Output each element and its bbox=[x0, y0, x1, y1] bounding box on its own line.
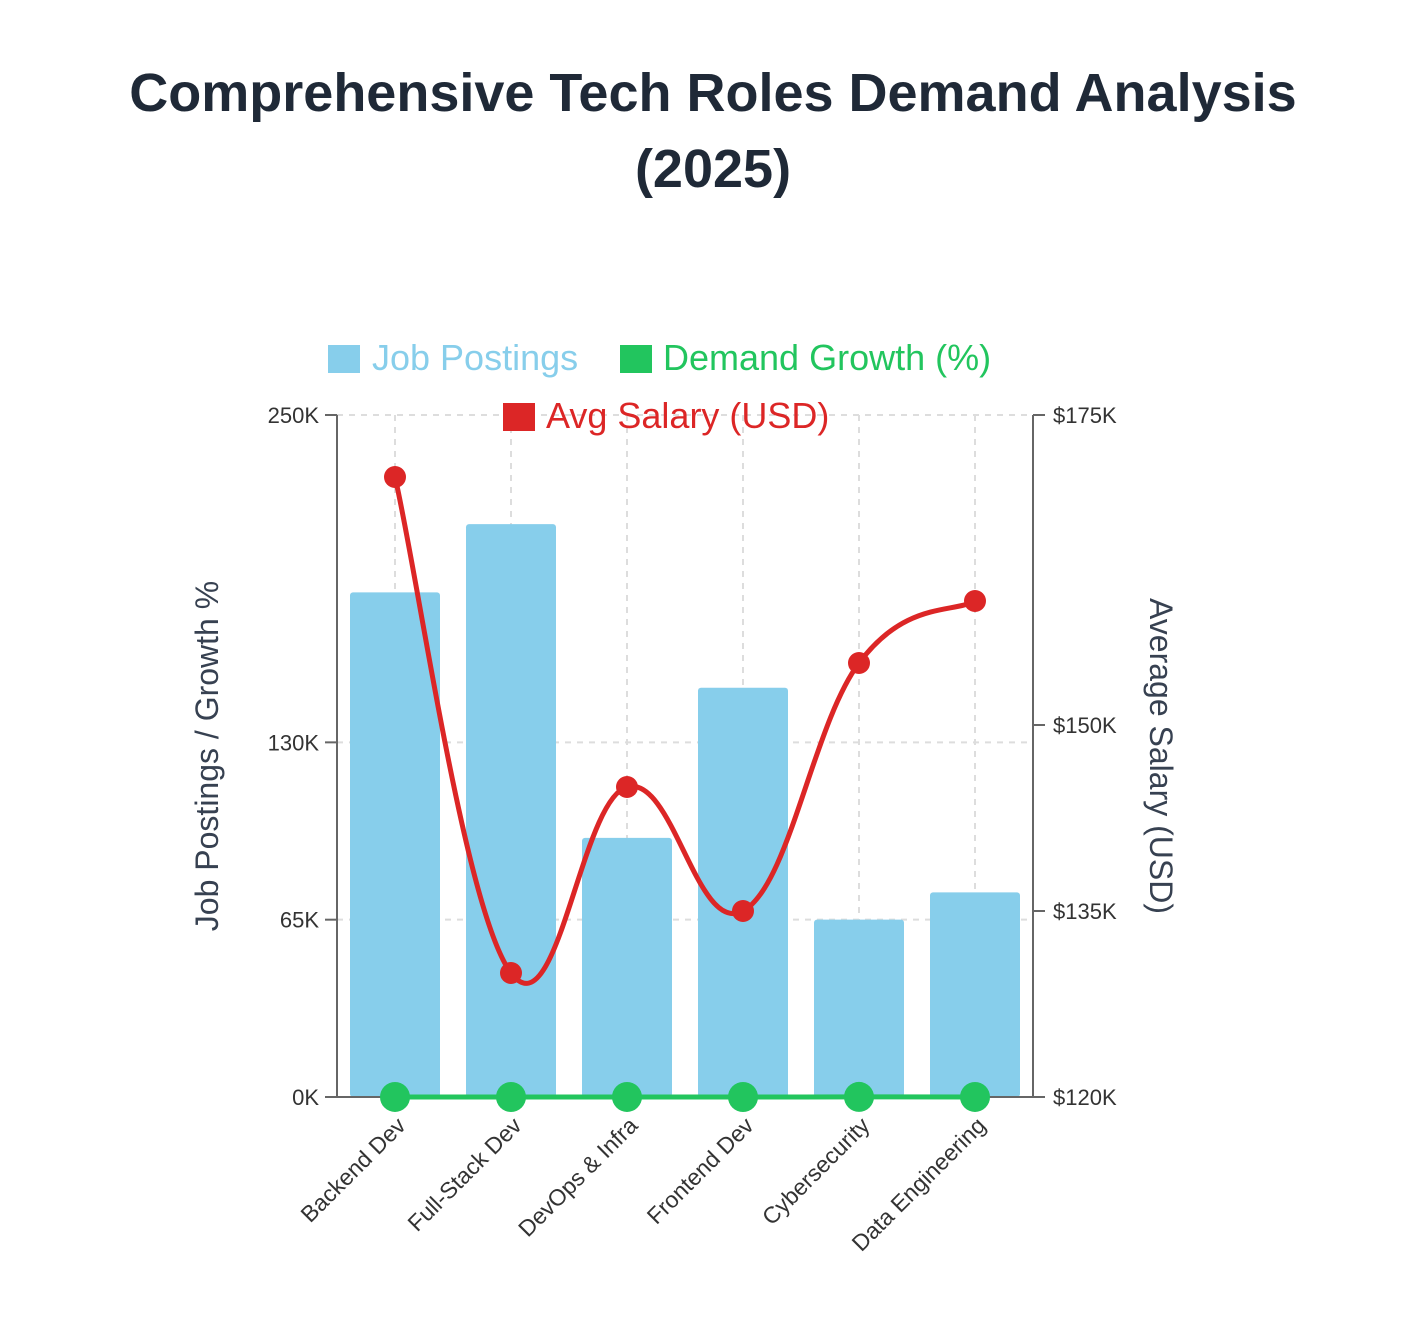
bar-job-postings bbox=[350, 592, 440, 1097]
legend-item[interactable]: Job Postings bbox=[328, 337, 578, 378]
x-axis-category-label: DevOps & Infra bbox=[513, 1112, 643, 1242]
axis-layer: 0K 65K 130K 250K $120K $135K $150K $175K Backend… bbox=[189, 403, 1179, 1256]
chart-title-line-1: Comprehensive Tech Roles Demand Analysis bbox=[129, 63, 1297, 123]
left-axis-tick-label: 250K bbox=[268, 403, 320, 428]
right-axis-tick-label: $175K bbox=[1053, 403, 1117, 428]
avg-salary-point bbox=[964, 590, 986, 612]
avg-salary-point bbox=[848, 652, 870, 674]
right-axis-title: Average Salary (USD) bbox=[1143, 598, 1179, 914]
legend-item[interactable]: Demand Growth (%) bbox=[620, 337, 991, 378]
avg-salary-point bbox=[732, 900, 754, 922]
right-axis-tick-label: $135K bbox=[1053, 899, 1117, 924]
left-axis-tick-label: 65K bbox=[280, 908, 319, 933]
x-axis-category-label: Backend Dev bbox=[295, 1112, 410, 1227]
legend-swatch bbox=[620, 345, 652, 373]
avg-salary-point bbox=[500, 962, 522, 984]
right-axis-tick-label: $150K bbox=[1053, 713, 1117, 738]
demand-growth-point bbox=[612, 1081, 642, 1112]
legend-label: Demand Growth (%) bbox=[663, 337, 991, 378]
left-axis-title: Job Postings / Growth % bbox=[189, 581, 225, 931]
x-axis-category-label: Full-Stack Dev bbox=[402, 1112, 526, 1236]
legend-label: Job Postings bbox=[372, 337, 578, 378]
line-layer bbox=[380, 466, 990, 1112]
legend-label: Avg Salary (USD) bbox=[546, 395, 829, 436]
bar-layer bbox=[350, 524, 1020, 1097]
demand-growth-point bbox=[728, 1081, 758, 1112]
right-axis-tick-label: $120K bbox=[1053, 1085, 1117, 1110]
legend[interactable]: Job Postings Demand Growth (%) Avg Salary … bbox=[328, 337, 991, 436]
x-axis-category-label: Cybersecurity bbox=[757, 1112, 875, 1230]
demand-growth-point bbox=[496, 1081, 526, 1112]
avg-salary-point bbox=[616, 776, 638, 798]
grid-layer bbox=[337, 414, 1033, 1098]
chart-title: Comprehensive Tech Roles Demand Analysis… bbox=[0, 55, 1426, 207]
legend-swatch bbox=[328, 345, 360, 373]
legend-swatch bbox=[503, 403, 535, 431]
left-axis-tick-label: 0K bbox=[292, 1085, 319, 1110]
bar-job-postings bbox=[930, 892, 1020, 1097]
legend-item[interactable]: Avg Salary (USD) bbox=[503, 395, 829, 436]
x-axis-category-label: Frontend Dev bbox=[642, 1112, 759, 1229]
demand-growth-point bbox=[960, 1081, 990, 1112]
avg-salary-point bbox=[384, 466, 406, 488]
bar-job-postings bbox=[698, 687, 788, 1097]
bar-job-postings bbox=[582, 837, 672, 1097]
bar-job-postings bbox=[466, 524, 556, 1097]
chart-title-line-2: (2025) bbox=[634, 139, 792, 199]
avg-salary-line bbox=[392, 476, 977, 986]
bar-job-postings bbox=[814, 919, 904, 1097]
demand-growth-point bbox=[380, 1081, 410, 1112]
left-axis-tick-label: 130K bbox=[268, 730, 320, 755]
demand-growth-point bbox=[844, 1081, 874, 1112]
